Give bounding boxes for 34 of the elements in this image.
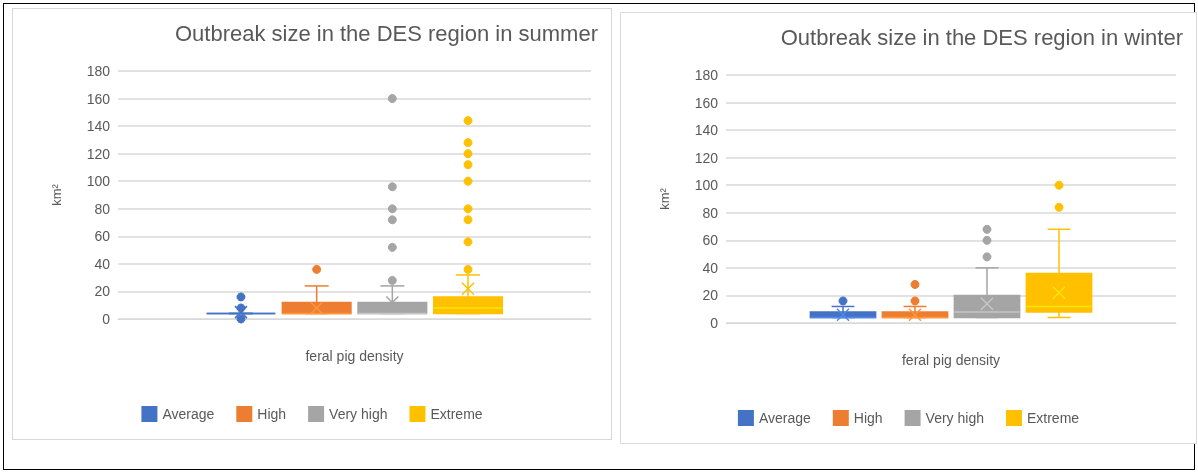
y-tick-label: 140 (694, 122, 719, 139)
legend-label: Very high (329, 406, 388, 422)
y-axis-title: km² (657, 187, 672, 210)
y-tick-label: 80 (702, 204, 719, 221)
y-tick-label: 180 (86, 63, 111, 79)
y-tick-label: 60 (702, 232, 719, 249)
y-tick-label: 160 (694, 94, 719, 111)
legend-label: High (257, 406, 287, 422)
y-tick-label: 120 (86, 145, 111, 162)
x-axis-title: feral pig density (901, 352, 1001, 368)
legend-label: Average (162, 406, 215, 422)
y-tick-label: 60 (94, 228, 111, 245)
x-axis-title: feral pig density (305, 348, 404, 364)
legend-label: Extreme (430, 406, 483, 422)
legend-label: Very high (925, 410, 984, 426)
y-tick-label: 0 (710, 315, 719, 331)
y-tick-label: 40 (94, 255, 111, 272)
chart-title: Outbreak size in the DES region in summer (174, 20, 599, 46)
y-tick-label: 20 (702, 287, 719, 304)
y-tick-label: 40 (702, 259, 719, 276)
y-tick-label: 0 (102, 311, 111, 327)
y-tick-label: 80 (94, 200, 111, 217)
legend-label: Extreme (1026, 410, 1080, 426)
y-tick-label: 160 (86, 90, 111, 107)
legend-label: High (853, 410, 883, 426)
y-tick-label: 20 (94, 283, 111, 300)
y-axis-title: km² (49, 183, 64, 206)
legend-label: Average (758, 410, 812, 426)
y-tick-label: 140 (86, 118, 111, 135)
y-tick-label: 120 (694, 149, 719, 166)
y-tick-label: 180 (694, 67, 719, 83)
chart-title: Outbreak size in the DES region in winter (780, 24, 1184, 50)
y-tick-label: 100 (86, 173, 111, 190)
y-tick-label: 100 (694, 177, 719, 194)
